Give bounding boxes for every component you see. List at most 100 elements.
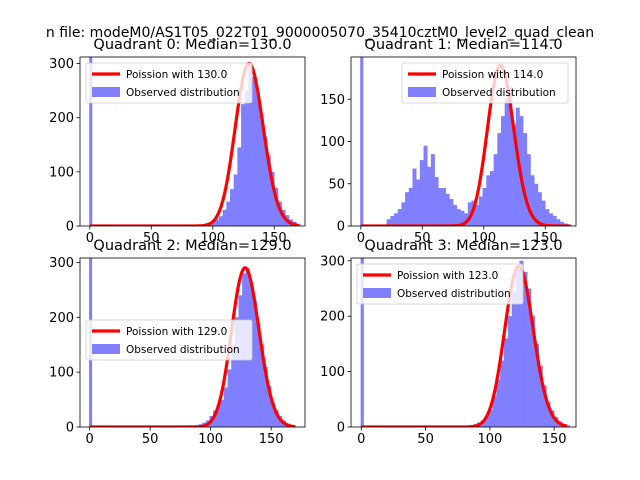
quadrant-2-title: Quadrant 2: Median=129.0: [93, 238, 291, 254]
quadrant-1-hist-bar: [408, 187, 413, 226]
quadrant-1-hist-bar: [453, 204, 458, 226]
quadrant-3-axes-frame: [350, 257, 577, 428]
quadrant-1-hist-bar: [478, 196, 483, 226]
quadrant-1-xtick-label: 50: [414, 231, 431, 246]
quadrant-0-xtick-label: 0: [86, 231, 94, 246]
quadrant-3-hist-bar: [500, 360, 505, 427]
quadrant-1-hist-bar: [423, 145, 428, 226]
quadrant-1-legend: Poission with 114.0 Observed distribution: [401, 62, 569, 104]
quadrant-1-hist-bar: [512, 124, 517, 226]
quadrant-0-hist-bar: [252, 77, 257, 226]
quadrant-3-legend: Poission with 123.0 Observed distribution: [356, 263, 524, 305]
panels: 0 50 100 150 0 100 200 300 Quadrant 0: Median=13…: [49, 37, 577, 447]
quadrant-2-ytick-label: 100: [49, 366, 74, 381]
quadrant-2-hist-bar: [216, 405, 221, 427]
quadrant-0-zero-bin-bar: [89, 57, 93, 226]
quadrant-3-xtick-label: 50: [417, 432, 434, 447]
quadrant-3-xtick-label: 100: [477, 432, 502, 447]
quadrant-1-title: Quadrant 1: Median=114.0: [364, 37, 562, 53]
quadrant-1-xtick-label: 100: [471, 231, 496, 246]
quadrant-2-ytick-label: 300: [49, 256, 74, 271]
quadrant-1-hist-bar: [508, 86, 513, 226]
quadrant-1-hist-bar: [405, 192, 410, 226]
quadrant-2-legend-hist-swatch: [92, 344, 120, 354]
quadrant-1-hist-bar: [523, 133, 528, 226]
quadrant-1-hist-bar: [434, 176, 439, 226]
quadrant-1-hist-bar: [545, 209, 550, 226]
quadrant-1-poisson-fit-line: [360, 63, 571, 226]
quadrant-3-hist-bar: [550, 410, 555, 427]
quadrant-3-hist-bar: [565, 425, 570, 427]
quadrant-2-ytick-label: 200: [49, 311, 74, 326]
quadrant-0-legend-hist-swatch: [92, 87, 120, 97]
quadrant-1-hist-bar: [482, 187, 487, 226]
quadrant-1-hist-bar: [441, 187, 446, 226]
quadrant-1-ytick-label: 50: [328, 177, 345, 192]
quadrant-0-legend-box: [85, 62, 253, 104]
quadrant-1-hist-bar: [416, 179, 421, 226]
quadrant-1-hist-bar: [397, 209, 402, 226]
quadrant-3-hist-bar: [527, 288, 532, 427]
quadrant-0-ytick-label: 200: [49, 111, 74, 126]
quadrant-0-hist-bar: [230, 189, 234, 226]
quadrant-2-panel: 0 50 100 150 0 100 200 300 Quadrant 2: Median=12…: [49, 238, 306, 447]
quadrant-3-hist-bar: [511, 291, 516, 427]
quadrant-2-xtick-label: 150: [259, 432, 284, 447]
quadrant-3-legend-hist-swatch: [363, 288, 391, 298]
quadrant-1-hist-bar: [401, 202, 406, 226]
quadrant-3-hist-bar: [534, 343, 540, 427]
quadrant-2-hist-bar: [267, 385, 272, 427]
quadrant-0-hist-bar: [263, 136, 268, 226]
quadrant-2-hist-bar: [252, 300, 257, 427]
quadrant-0-title: Quadrant 0: Median=130.0: [93, 37, 291, 53]
quadrant-1-hist-bar: [497, 133, 502, 226]
quadrant-1-hist-bar: [541, 200, 546, 226]
quadrant-2-legend-hist-label: Observed distribution: [126, 344, 240, 356]
quadrant-1-hist-bar: [394, 213, 399, 226]
quadrant-2-xtick-label: 100: [198, 432, 223, 447]
quadrant-3-hist-bar: [488, 410, 493, 427]
quadrant-0-hist-bar: [244, 90, 249, 226]
quadrant-1-hist-bar: [489, 171, 494, 226]
quadrant-3-ytick-label: 200: [320, 310, 345, 325]
quadrant-2-hist-bar: [227, 369, 232, 427]
quadrant-3-hist-bar: [519, 260, 524, 427]
quadrant-3-hist-bar: [515, 269, 520, 427]
quadrant-3-hist-bar: [504, 338, 509, 427]
quadrant-1-hist-bar: [534, 183, 539, 226]
quadrant-0-hist-bar: [211, 221, 216, 226]
quadrant-1-hist-bar: [475, 204, 480, 226]
quadrant-2-hist-bar: [231, 344, 236, 427]
quadrant-0-ytick-label: 100: [49, 165, 74, 180]
quadrant-3-hist-bar: [531, 316, 536, 427]
quadrant-1-hist-bar: [552, 215, 557, 226]
quadrant-0-panel: 0 50 100 150 0 100 200 300 Quadrant 0: Median=13…: [49, 37, 306, 246]
quadrant-1-hist-bar: [556, 219, 561, 226]
quadrant-3-panel: 0 50 100 150 0 100 200 300 Quadrant 3: Median=12…: [320, 238, 577, 447]
quadrant-0-xtick-label: 100: [200, 231, 225, 246]
quadrant-0-legend-fit-label: Poission with 130.0: [126, 69, 227, 81]
quadrant-2-hist-bar: [213, 410, 217, 427]
quadrant-1-legend-hist-swatch: [408, 87, 436, 97]
quadrant-1-hist-bar: [464, 213, 469, 226]
quadrant-1-hist-bar: [560, 221, 565, 226]
quadrant-3-xtick-label: 0: [357, 432, 365, 447]
quadrant-1-hist-bar: [412, 168, 417, 226]
quadrant-1-hist-bar: [430, 154, 435, 226]
quadrant-1-xtick-label: 150: [533, 231, 558, 246]
quadrant-2-ytick-label: 0: [66, 421, 74, 436]
quadrant-2-hist-bar: [256, 322, 261, 427]
quadrant-1-ytick-label: 150: [320, 93, 345, 108]
quadrant-2-xtick-label: 0: [86, 432, 94, 447]
quadrant-1-xtick-label: 0: [357, 231, 365, 246]
quadrant-1-legend-hist-label: Observed distribution: [442, 87, 556, 99]
figure-suptitle: n file: modeM0/AS1T05_022T01_9000005070_…: [46, 25, 594, 41]
quadrant-3-ytick-label: 300: [320, 254, 345, 269]
quadrant-1-hist-bar: [438, 187, 443, 226]
quadrant-0-hist-bar: [215, 219, 220, 226]
quadrant-1-ytick-label: 0: [337, 220, 345, 235]
quadrant-0-hist-bar: [259, 114, 264, 226]
quadrant-3-legend-fit-label: Poission with 123.0: [397, 270, 498, 282]
quadrant-2-legend: Poission with 129.0 Observed distribution: [85, 319, 253, 361]
quadrant-1-hist-bar: [390, 215, 395, 226]
